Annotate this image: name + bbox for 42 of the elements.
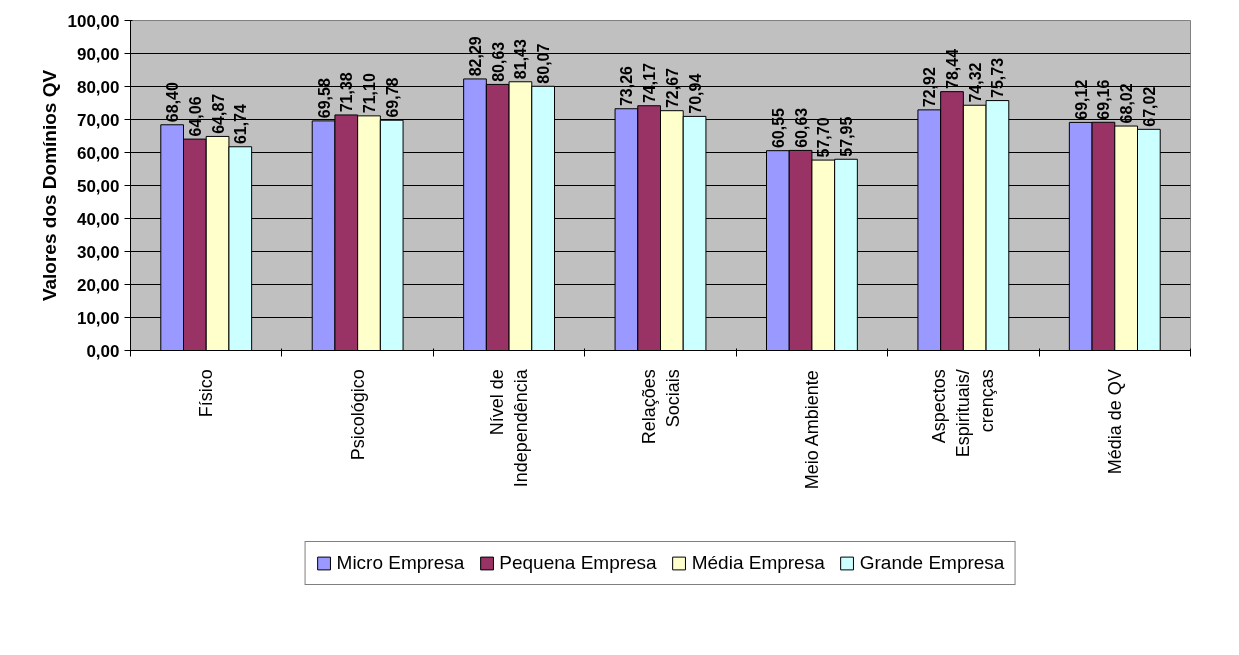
data-label: 72,92	[921, 67, 939, 108]
data-label: 69,78	[383, 77, 401, 118]
data-label: 71,38	[338, 72, 356, 113]
data-label: 60,55	[769, 107, 787, 149]
y-tick-label: 0,00	[86, 341, 120, 361]
y-tick-label: 100,00	[67, 11, 120, 31]
x-tick-label: Nível de Independência	[487, 368, 532, 488]
data-label: 82,29	[467, 36, 484, 77]
data-label: 70,94	[686, 73, 704, 114]
legend-label: Média Empresa	[691, 552, 825, 574]
data-label: 67,02	[1140, 86, 1158, 127]
data-label: 81,43	[512, 39, 530, 80]
x-tick-label: Relações Sociais	[638, 369, 683, 445]
x-tick-label: Físico	[196, 369, 217, 418]
legend-label: Grande Empresa	[859, 552, 1005, 574]
data-label: 78,44	[944, 48, 961, 90]
y-tick-label: 10,00	[76, 308, 120, 328]
x-tick-label: Média de QV	[1104, 369, 1125, 475]
y-tick-label: 90,00	[76, 44, 120, 64]
x-tick-label: Meio Ambiente	[801, 370, 822, 490]
data-label: 69,12	[1072, 79, 1090, 120]
y-tick-label: 60,00	[76, 143, 120, 163]
data-label: 69,16	[1095, 79, 1113, 120]
y-tick-label: 20,00	[76, 275, 120, 295]
data-label: 61,74	[232, 103, 250, 145]
legend-label: Pequena Empresa	[499, 552, 657, 574]
y-axis-title: Valores dos Domínios QV	[38, 69, 60, 302]
y-tick-label: 70,00	[76, 110, 120, 130]
data-label: 74,32	[966, 62, 984, 103]
data-label: 69,58	[315, 78, 333, 119]
x-tick-label: Aspectos Espirituais/ crenças	[929, 369, 998, 458]
data-label: 74,17	[641, 62, 659, 104]
y-tick-label: 30,00	[76, 242, 120, 262]
legend-label: Micro Empresa	[336, 552, 465, 574]
y-tick-label: 40,00	[76, 209, 120, 229]
y-tick-label: 50,00	[76, 176, 120, 196]
data-label: 64,06	[186, 96, 204, 137]
data-label: 73,26	[618, 65, 636, 107]
y-tick-label: 80,00	[76, 77, 120, 97]
x-tick-label: Psicológico	[347, 369, 368, 461]
data-label: 80,07	[535, 43, 553, 84]
data-label: 72,67	[663, 67, 681, 109]
